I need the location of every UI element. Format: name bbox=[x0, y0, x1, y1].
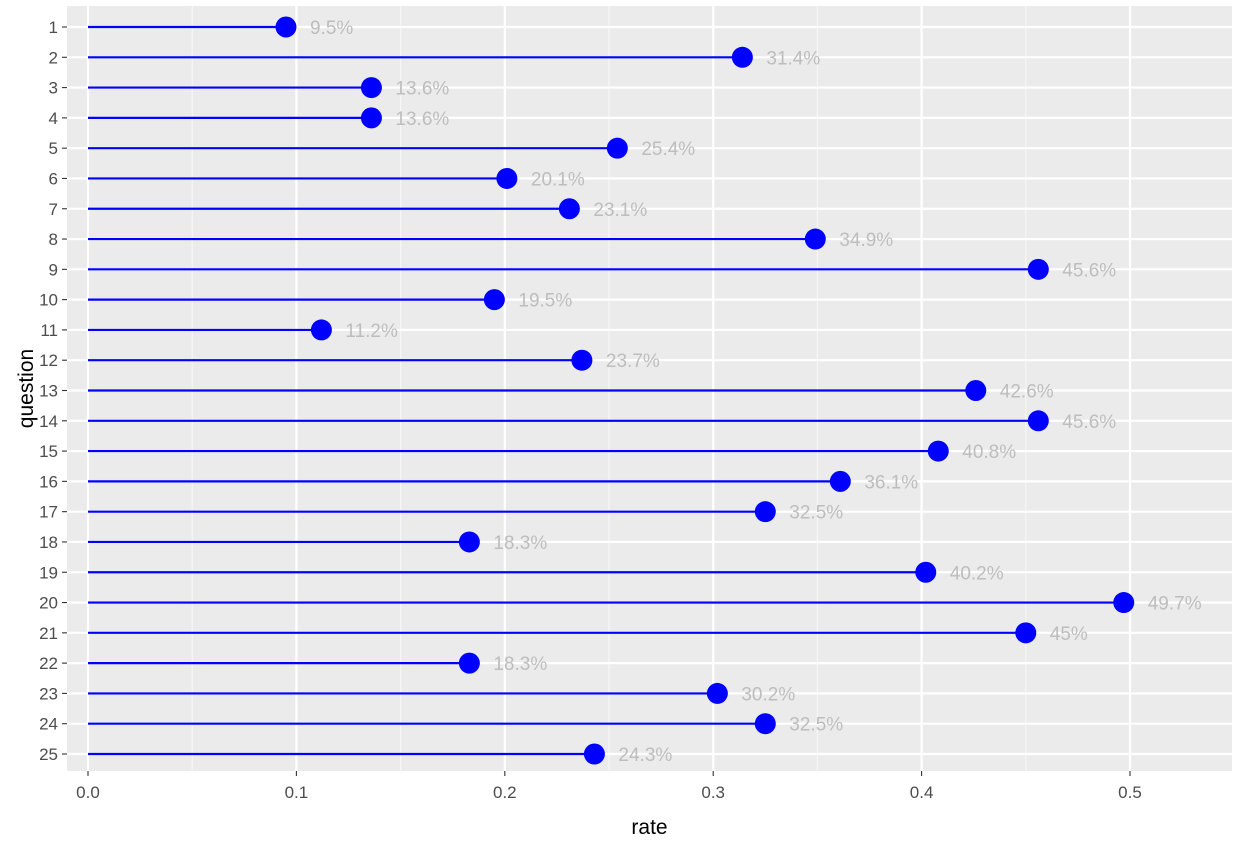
x-tick-label: 0.3 bbox=[701, 783, 725, 802]
data-label: 34.9% bbox=[839, 230, 893, 251]
data-label: 45.6% bbox=[1062, 260, 1116, 281]
data-label: 20.1% bbox=[531, 169, 585, 190]
lollipop-dot bbox=[965, 380, 987, 401]
y-tick-label: 8 bbox=[49, 230, 58, 249]
y-tick-label: 14 bbox=[39, 412, 58, 431]
y-axis-title: question bbox=[15, 349, 38, 428]
data-label: 36.1% bbox=[864, 472, 918, 493]
data-label: 31.4% bbox=[766, 48, 820, 69]
lollipop-dot bbox=[558, 198, 580, 220]
lollipop-dot bbox=[1027, 410, 1049, 432]
x-axis-title: rate bbox=[631, 816, 667, 839]
lollipop-dot bbox=[483, 289, 505, 311]
lollipop-dot bbox=[571, 349, 593, 371]
data-label: 23.7% bbox=[606, 351, 660, 372]
data-label: 9.5% bbox=[310, 18, 353, 39]
y-tick-label: 5 bbox=[49, 139, 58, 158]
grid-minor bbox=[191, 6, 1027, 771]
x-axis: 0.0 0.1 0.2 0.3 0.4 0.5 bbox=[76, 771, 1142, 802]
lollipop-dot bbox=[829, 470, 851, 492]
data-label: 30.2% bbox=[741, 684, 795, 705]
data-labels: 9.5% 31.4% 13.6% 13.6% 25.4% 20.1% 23.1% 34.9% 4… bbox=[310, 18, 1202, 766]
lollipop-dot bbox=[360, 107, 382, 129]
y-tick-label: 25 bbox=[39, 745, 58, 764]
y-tick-label: 16 bbox=[39, 472, 58, 491]
lollipop-dot bbox=[804, 228, 826, 250]
lollipop-dot bbox=[1027, 258, 1049, 280]
lollipop-dot bbox=[1015, 622, 1037, 644]
x-tick-label: 0.2 bbox=[493, 783, 517, 802]
y-tick-label: 4 bbox=[49, 109, 58, 128]
lollipop-dot bbox=[458, 531, 480, 553]
x-tick-label: 0.5 bbox=[1118, 783, 1142, 802]
data-label: 24.3% bbox=[618, 745, 672, 766]
data-label: 32.5% bbox=[789, 503, 843, 524]
data-label: 11.2% bbox=[345, 321, 398, 342]
x-tick-label: 0.0 bbox=[76, 783, 100, 802]
data-label: 40.2% bbox=[950, 563, 1004, 584]
data-label: 42.6% bbox=[1000, 382, 1054, 403]
lollipop-dot bbox=[310, 319, 332, 341]
y-tick-label: 24 bbox=[39, 715, 58, 734]
y-tick-label: 19 bbox=[39, 563, 58, 582]
y-tick-label: 23 bbox=[39, 684, 58, 703]
lollipop-dot bbox=[754, 501, 776, 523]
y-tick-label: 11 bbox=[40, 321, 58, 340]
data-label: 32.5% bbox=[789, 715, 843, 736]
y-tick-label: 2 bbox=[49, 48, 58, 67]
data-label: 45.6% bbox=[1062, 412, 1116, 433]
lollipop-dot bbox=[360, 77, 382, 99]
lollipop-dot bbox=[606, 137, 628, 159]
y-tick-label: 10 bbox=[39, 291, 58, 310]
y-tick-label: 12 bbox=[39, 351, 58, 370]
y-tick-label: 13 bbox=[39, 382, 58, 401]
chart-panel bbox=[67, 6, 1232, 771]
y-tick-label: 3 bbox=[49, 79, 58, 98]
x-tick-label: 0.4 bbox=[910, 783, 934, 802]
y-tick-label: 18 bbox=[39, 533, 58, 552]
y-tick-label: 17 bbox=[39, 503, 58, 522]
data-label: 13.6% bbox=[395, 79, 449, 100]
y-tick-label: 1 bbox=[49, 18, 58, 37]
lollipop-dot bbox=[754, 713, 776, 735]
lollipop-dot bbox=[915, 561, 937, 583]
y-tick-label: 6 bbox=[49, 169, 58, 188]
data-marks bbox=[88, 16, 1135, 765]
data-label: 40.8% bbox=[962, 442, 1016, 463]
lollipop-dot bbox=[496, 167, 518, 189]
lollipop-dot bbox=[1113, 592, 1135, 614]
lollipop-dot bbox=[275, 16, 297, 38]
lollipop-dot bbox=[706, 682, 728, 704]
data-label: 19.5% bbox=[518, 291, 572, 312]
data-label: 13.6% bbox=[395, 109, 449, 130]
data-label: 23.1% bbox=[593, 200, 647, 221]
y-tick-label: 20 bbox=[39, 594, 58, 613]
data-label: 18.3% bbox=[493, 533, 547, 554]
data-label: 18.3% bbox=[493, 654, 547, 675]
data-label: 25.4% bbox=[641, 139, 695, 160]
y-tick-label: 21 bbox=[39, 624, 58, 643]
data-label: 45% bbox=[1050, 624, 1088, 645]
x-tick-label: 0.1 bbox=[285, 783, 309, 802]
lollipop-dot bbox=[583, 743, 605, 765]
data-label: 49.7% bbox=[1148, 594, 1202, 615]
y-tick-label: 15 bbox=[39, 442, 58, 461]
lollipop-dot bbox=[731, 46, 753, 68]
y-axis: 1234567891011121314151617181920212223242… bbox=[39, 18, 67, 764]
lollipop-dot bbox=[458, 652, 480, 674]
y-tick-label: 9 bbox=[49, 260, 58, 279]
lollipop-dot bbox=[927, 440, 949, 462]
y-tick-label: 22 bbox=[39, 654, 58, 673]
y-tick-label: 7 bbox=[49, 200, 58, 219]
